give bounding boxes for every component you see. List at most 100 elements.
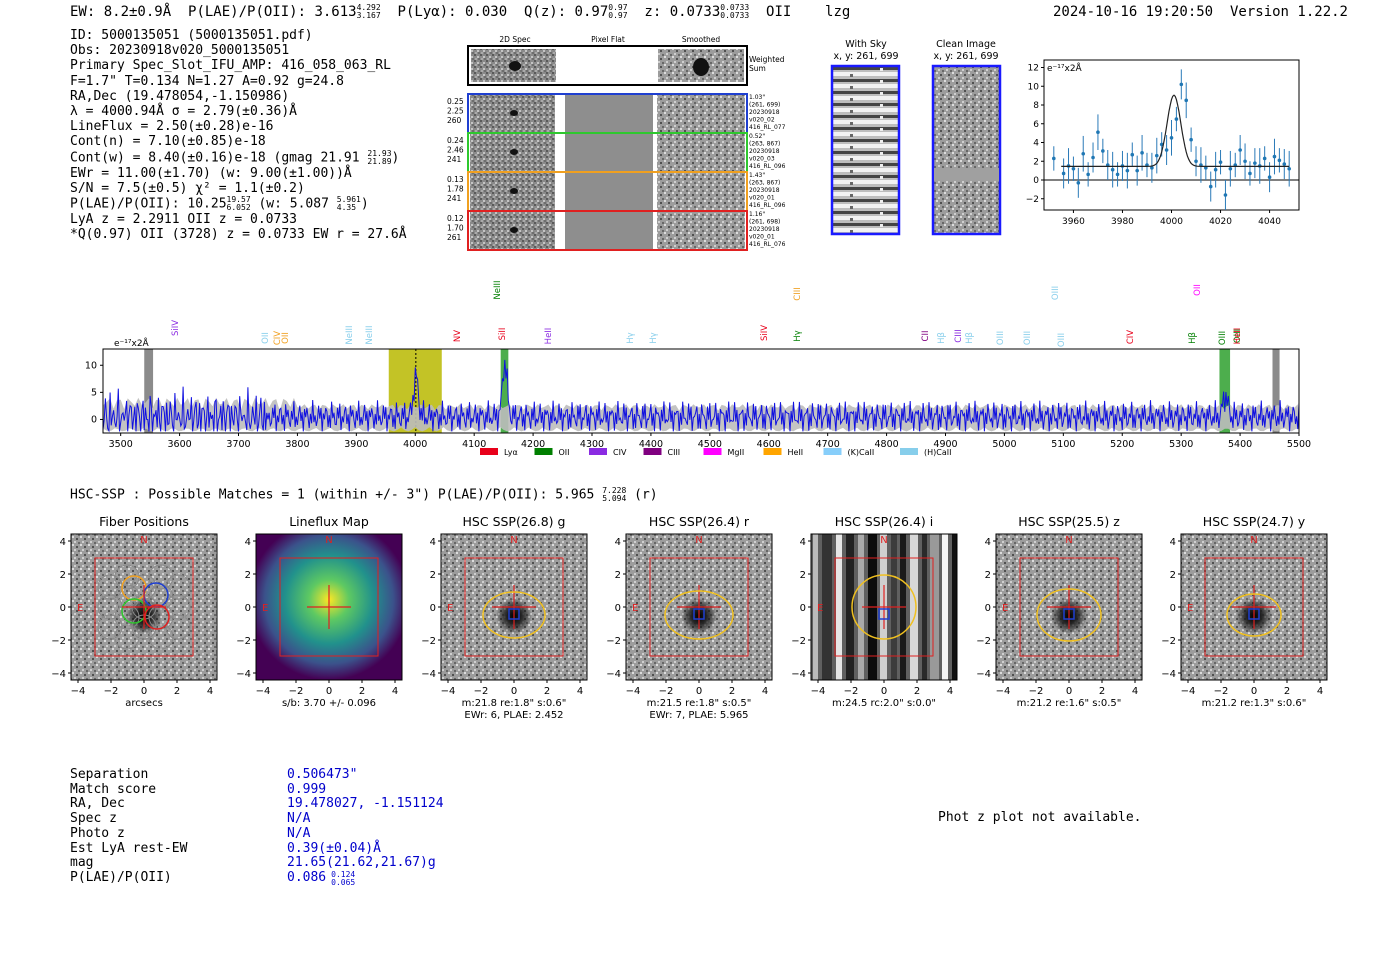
spectrum-xtick-label: 3900	[344, 439, 368, 450]
qz-summary: Q(z): 0.97	[523, 4, 609, 20]
cutout-source-2	[510, 188, 518, 194]
hsc-aperture-ellipse	[482, 591, 546, 639]
emission-line-label: SiIV	[171, 320, 181, 336]
plya-summary: P(Lyα): 0.030	[397, 4, 508, 20]
hsc-ytick-label: −4	[976, 669, 991, 680]
legend-label: MgII	[728, 448, 745, 457]
hsc-xtick-label: −2	[1029, 686, 1044, 697]
hsc-caption: m:24.5 rc:2.0" s:0.0"	[832, 698, 936, 709]
spectrum-ytick-label: 10	[85, 360, 97, 371]
sky-strips: With Sky x, y: 261, 699 Clean Image x, y…	[830, 39, 1002, 236]
compass-east: E	[77, 603, 83, 614]
cutout-pixelflat-1	[565, 134, 653, 171]
hsc-xtick-label: 4	[392, 686, 398, 697]
hsc-ytick-label: −2	[606, 636, 621, 647]
cutout-header-2dspec: 2D Spec	[499, 35, 530, 44]
hsc-xtick-label: −2	[659, 686, 674, 697]
hsc-xtick-label: −4	[1181, 686, 1196, 697]
clean-image-title: Clean Image	[936, 39, 996, 50]
emission-line-label: NeIII	[493, 280, 503, 299]
legend-swatch	[823, 448, 842, 455]
cutout-row-frame-3	[467, 210, 748, 251]
zoom-data-point	[1154, 153, 1159, 158]
clean-image-masked-row	[934, 168, 999, 181]
emission-line-label: OIII	[1218, 331, 1228, 345]
hsc-source-marker	[878, 608, 890, 620]
plae-lo: 3.167	[356, 11, 381, 20]
match-row: Spec z N/A	[70, 811, 444, 827]
match-value: 21.65(21.62,21.67)g	[287, 855, 436, 871]
legend-swatch	[763, 448, 782, 455]
zoom-data-point	[1130, 152, 1135, 157]
hsc-ytick-label: 4	[800, 537, 806, 548]
plae-hi: 4.292	[356, 3, 381, 12]
detection-info: ID: 5000135051 (5000135051.pdf) Obs: 202…	[70, 28, 450, 242]
zoom-ytick-label: 2	[1033, 157, 1039, 167]
cutout-meta: (261, 699)	[749, 102, 780, 109]
compass-north: N	[1250, 535, 1257, 546]
hsc-ytick-label: −4	[606, 669, 621, 680]
hsc-ytick-label: 2	[1170, 570, 1176, 581]
emission-line-label: Hγ	[626, 332, 636, 343]
match-key: RA, Dec	[70, 796, 125, 812]
hsc-xtick-label: 0	[511, 686, 517, 697]
legend-swatch	[703, 448, 722, 455]
zoom-data-point	[1208, 184, 1213, 189]
spectrum-xtick-label: 4600	[757, 439, 781, 450]
hsc-xtick-label: 4	[577, 686, 583, 697]
fiber-circle	[148, 624, 174, 650]
zoom-fit-curve	[1061, 94, 1290, 167]
hsc-ytick-label: −2	[976, 636, 991, 647]
ew-summary: EW: 8.2±0.9Å	[70, 4, 172, 20]
fiber-circle	[114, 624, 140, 650]
spectrum-xtick-label: 3600	[167, 439, 191, 450]
compass-east: E	[447, 603, 453, 614]
hsc-xtick-label: 0	[1066, 686, 1072, 697]
info-lya: LyA z = 2.2911 OII z = 0.0733	[70, 212, 297, 228]
cutout-pixelflat-3	[565, 212, 653, 249]
fiber-circle	[97, 614, 123, 640]
legend-label: CIV	[613, 448, 627, 457]
compass-north: N	[140, 535, 147, 546]
match-value: 0.999	[287, 781, 327, 797]
info-id: ID: 5000135051 (5000135051.pdf)	[70, 28, 313, 43]
zoom-data-point	[1213, 167, 1218, 172]
match-row: RA, Dec 19.478027, -1.151124	[70, 797, 444, 812]
match-key: Est LyA rest-EW	[70, 840, 188, 856]
compass-east: E	[1187, 603, 1193, 614]
cutout-header-smoothed: Smoothed	[682, 35, 721, 44]
hsc-xtick-label: 2	[914, 686, 920, 697]
zoom-data-point	[1243, 159, 1247, 164]
hsc-xtick-label: 0	[326, 686, 332, 697]
hsc-aperture-square	[279, 557, 379, 657]
hsc-aperture-ellipse	[1036, 588, 1102, 642]
zoom-xtick-label: 4020	[1209, 217, 1232, 227]
zoom-data-point	[1169, 136, 1174, 140]
hsc-panel-title: Fiber Positions	[99, 514, 189, 529]
info-ewr: EWr = 11.00(±1.70) (w: 9.00(±1.00))Å	[70, 165, 352, 181]
emission-line-label: CIII	[954, 329, 964, 342]
hsc-caption: m:21.2 re:1.3" s:0.6"	[1202, 698, 1307, 709]
match-row: Separation 0.506473"	[70, 767, 444, 783]
legend-swatch	[900, 448, 918, 455]
cutout-meta: 1.03"	[749, 94, 765, 101]
compass-north: N	[1065, 535, 1072, 546]
zoom-data-point	[1091, 155, 1095, 160]
hsc-xtick-label: −2	[104, 686, 119, 697]
spectrum-xtick-label: 3500	[109, 439, 133, 450]
legend-label: (H)CaII	[924, 448, 951, 457]
zoom-ytick-label: 6	[1033, 120, 1039, 130]
zoom-data-point	[1277, 158, 1282, 163]
cutout-num: 1.78	[447, 185, 464, 194]
zoom-data-point	[1081, 151, 1086, 156]
hsc-ytick-label: 0	[60, 603, 66, 614]
hsc-panel-title: Lineflux Map	[289, 514, 369, 529]
fiber-circle	[148, 564, 174, 590]
hsc-caption: m:21.5 re:1.8" s:0.5"	[647, 698, 752, 709]
hsc-xtick-label: 4	[762, 686, 768, 697]
clean-image	[931, 64, 1002, 236]
spectrum-xtick-label: 4100	[462, 439, 486, 450]
cutout-meta: v020_01	[749, 195, 775, 202]
